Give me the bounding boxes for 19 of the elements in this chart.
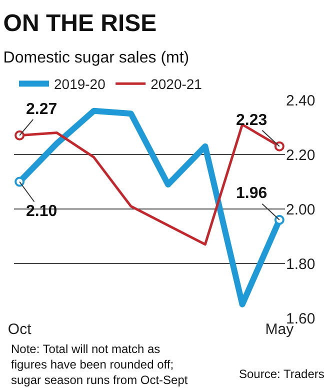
legend-label: 2020-21 [150,76,202,92]
y-tick-label: 2.00 [286,201,316,218]
y-tick-label: 2.20 [286,146,316,164]
point [274,214,284,225]
point [14,130,25,140]
y-tick-label: 1.60 [286,310,316,328]
source-note: Source: Traders [239,367,324,381]
chart-title: ON THE RISE [3,10,157,38]
text: Note: Total will not match as figures have been rounded off; sugar season runs from Oct-Sept [11,342,188,388]
y-tick-label: 1.80 [286,256,316,273]
point [14,176,25,187]
legend-label: 2019-20 [54,76,106,92]
chart-subtitle: Domestic sugar sales (mt) [3,49,190,66]
data-label: 2.27 [26,101,58,118]
point [274,141,284,152]
x-tick-label: Oct [8,321,32,338]
y-tick-label: 2.40 [286,92,316,110]
data-label: 1.96 [236,185,268,202]
data-label: 2.23 [236,112,268,129]
